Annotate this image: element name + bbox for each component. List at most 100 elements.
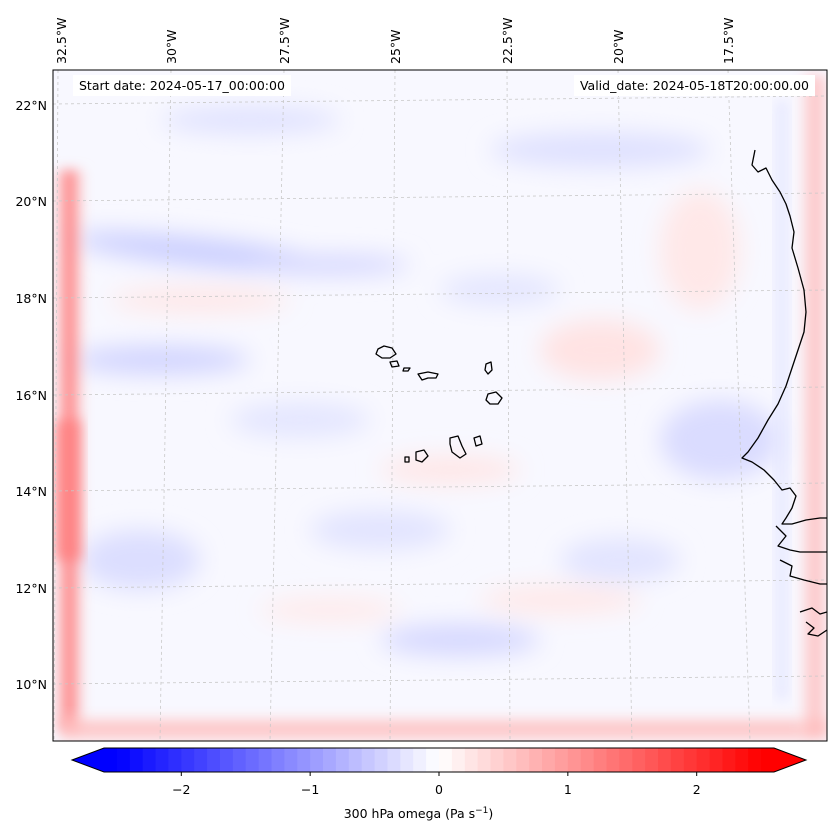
colorbar-cell — [374, 748, 389, 772]
island-santo-antao — [375, 345, 397, 359]
island-boa-vista — [485, 391, 503, 405]
colorbar: −2 −1 0 1 2 — [70, 747, 808, 797]
colorbar-cell — [451, 748, 466, 772]
lat-label: 18°N — [15, 291, 47, 306]
island-brava — [404, 456, 410, 463]
colorbar-outline — [70, 747, 808, 773]
colorbar-cell — [310, 748, 324, 772]
colorbar-cell — [413, 748, 427, 772]
lat-label: 12°N — [15, 581, 47, 596]
colorbar-cell — [464, 748, 479, 772]
lon-label: 22.5°W — [500, 18, 515, 64]
lat-label: 20°N — [15, 194, 47, 209]
colorbar-cell — [387, 748, 401, 772]
colorbar-cell — [271, 748, 285, 772]
colorbar-cell — [658, 748, 672, 772]
colorbar-cell — [400, 748, 414, 772]
lat-label: 10°N — [15, 677, 47, 692]
longitude-labels: 32.5°W 30°W 27.5°W 25°W 22.5°W 20°W 17.5… — [54, 18, 736, 64]
colorbar-label-text: 300 hPa omega (Pa s — [343, 806, 476, 822]
colorbar-cell — [503, 748, 517, 772]
colorbar-cell — [748, 748, 762, 772]
colorbar-label-exponent: −1 — [475, 806, 489, 816]
colorbar-ticks: −2 −1 0 1 2 — [172, 772, 701, 797]
omega-field — [53, 70, 827, 741]
colorbar-tick-label: −1 — [301, 782, 319, 797]
colorbar-cell — [207, 748, 221, 772]
colorbar-cell — [632, 748, 646, 772]
guinea-bissau-coast — [779, 559, 827, 585]
colorbar-extend-max — [774, 748, 806, 772]
colorbar-cell — [554, 748, 569, 772]
colorbar-cells — [72, 748, 806, 772]
colorbar-cell — [722, 748, 736, 772]
colorbar-cell — [567, 748, 582, 772]
colorbar-cell — [645, 748, 659, 772]
colorbar-cell — [606, 748, 620, 772]
island-fogo — [415, 449, 429, 463]
colorbar-cell — [232, 748, 247, 772]
colorbar-cell — [593, 748, 608, 772]
colorbar-extend-min — [72, 748, 104, 772]
colorbar-cell — [439, 748, 453, 772]
lat-label: 14°N — [15, 484, 47, 499]
island-santiago — [449, 435, 467, 459]
colorbar-cell — [142, 748, 157, 772]
colorbar-cell — [426, 748, 440, 772]
colorbar-cell — [361, 748, 376, 772]
lon-label: 30°W — [164, 29, 179, 64]
colorbar-tick-label: −2 — [172, 782, 190, 797]
island-sao-nicolau — [417, 371, 439, 381]
colorbar-cell — [116, 748, 131, 772]
colorbar-cell — [104, 748, 118, 772]
colorbar-cell — [670, 748, 685, 772]
colorbar-cell — [477, 748, 492, 772]
colorbar-cell — [323, 748, 337, 772]
start-date-label: Start date: 2024-05-17_00:00:00 — [73, 75, 291, 96]
colorbar-cell — [258, 748, 273, 772]
colorbar-label: 300 hPa omega (Pa s−1) — [0, 806, 837, 821]
colorbar-tick-label: 0 — [435, 782, 443, 797]
colorbar-cell — [245, 748, 260, 772]
senegal-coast — [775, 525, 827, 553]
lon-label: 20°W — [611, 29, 626, 64]
island-maio — [473, 435, 483, 447]
colorbar-cell — [348, 748, 363, 772]
lon-label: 25°W — [388, 29, 403, 64]
map-frame — [52, 69, 828, 742]
colorbar-label-close: ) — [488, 806, 494, 822]
latitude-labels: 22°N 20°N 18°N 16°N 14°N 12°N 10°N — [15, 98, 47, 692]
lat-label: 22°N — [15, 98, 47, 113]
island-santa-luzia — [402, 367, 411, 372]
colorbar-cell — [219, 748, 234, 772]
gridlines — [53, 70, 827, 741]
colorbar-tick-label: 1 — [564, 782, 572, 797]
lon-label: 32.5°W — [54, 18, 69, 64]
lon-label: 27.5°W — [277, 18, 292, 64]
colorbar-cell — [542, 748, 556, 772]
colorbar-cell — [580, 748, 595, 772]
colorbar-cell — [735, 748, 749, 772]
guinea-coast — [799, 607, 827, 637]
colorbar-cell — [335, 748, 350, 772]
africa-coastline — [741, 149, 827, 525]
lat-label: 16°N — [15, 388, 47, 403]
colorbar-cell — [696, 748, 711, 772]
colorbar-tick-label: 2 — [693, 782, 701, 797]
island-sao-vicente — [389, 360, 400, 368]
colorbar-cell — [194, 748, 208, 772]
colorbar-cell — [490, 748, 505, 772]
island-sal — [484, 361, 493, 375]
valid-date-label: Valid_date: 2024-05-18T20:00:00.00 — [573, 75, 815, 96]
lon-label: 17.5°W — [721, 18, 736, 64]
colorbar-cell — [529, 748, 543, 772]
colorbar-cell — [297, 748, 311, 772]
colorbar-cell — [181, 748, 195, 772]
colorbar-cell — [761, 748, 775, 772]
colorbar-cell — [129, 748, 144, 772]
coastlines — [375, 149, 827, 637]
colorbar-cell — [619, 748, 633, 772]
colorbar-cell — [168, 748, 182, 772]
colorbar-cell — [709, 748, 724, 772]
colorbar-cell — [683, 748, 698, 772]
